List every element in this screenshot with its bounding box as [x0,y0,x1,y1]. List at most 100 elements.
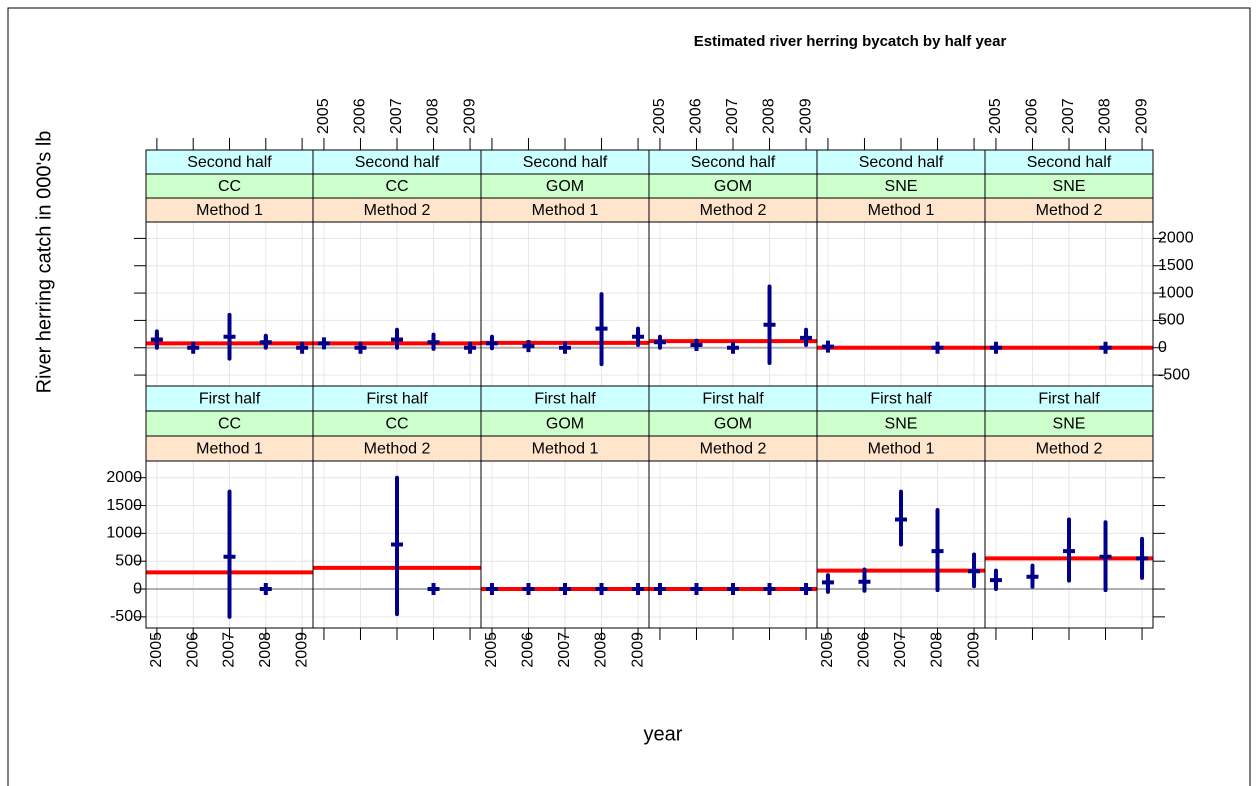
y-tick-label: 1000 [106,525,142,542]
strip [984,385,1154,412]
point [354,341,367,354]
point [931,545,944,558]
x-axis-title: year [644,723,683,745]
strip-label: First half [534,391,596,408]
strip [984,173,1154,199]
x-tick-label: 2005 [483,632,500,668]
strip-label: Method 2 [1036,202,1103,219]
point [653,336,666,349]
x-tick-label: 2006 [1024,98,1041,134]
strip-label: Method 1 [196,202,263,219]
strip-label: CC [385,178,408,195]
point [632,583,645,596]
x-tick-label: 2007 [556,632,573,668]
strip-label: Method 1 [196,441,263,458]
x-tick-label: 2008 [257,632,274,668]
strip-label: Method 1 [532,441,599,458]
strip [480,149,650,175]
strip [984,410,1154,437]
x-tick-label: 2009 [629,632,646,668]
strip-label: Second half [523,154,608,171]
x-tick-label: 2006 [352,98,369,134]
strip [480,435,650,462]
strip [984,149,1154,175]
strip [984,197,1154,223]
x-tick-label: 2007 [221,632,238,668]
strip-label: GOM [714,416,752,433]
x-tick-label: 2005 [315,98,332,134]
strip [312,385,482,412]
point [223,550,236,563]
point [317,337,330,350]
strip-label: CC [218,178,241,195]
strip [312,173,482,199]
y-tick-label: 1000 [1158,284,1194,301]
strip-label: SNE [885,178,918,195]
x-tick-label: 2008 [593,632,610,668]
y-tick-label: 0 [1158,339,1167,356]
strip-label: Method 2 [364,441,431,458]
strip-label: GOM [546,416,584,433]
chart-title: Estimated river herring bycatch by half … [694,33,1007,50]
point [989,341,1002,354]
point [595,583,608,596]
x-tick-label: 2005 [987,98,1004,134]
point [989,574,1002,587]
x-tick-label: 2008 [929,632,946,668]
point [296,341,309,354]
strip-label: Method 2 [1036,441,1103,458]
point [821,576,834,589]
strip [480,173,650,199]
point [968,565,981,578]
strip [145,173,314,199]
x-tick-label: 2009 [461,98,478,134]
x-tick-label: 2008 [425,98,442,134]
point [522,340,535,353]
strip-label: Method 2 [700,441,767,458]
point [150,333,163,346]
strip-label: Second half [355,154,440,171]
outer-frame [7,7,1251,786]
strip [984,435,1154,462]
point [427,336,440,349]
strip [648,410,818,437]
y-tick-label: 1500 [106,497,142,514]
strip-label: Method 2 [364,202,431,219]
strip [648,173,818,199]
x-tick-label: 2009 [293,632,310,668]
x-tick-label: 2006 [184,632,201,668]
point [690,339,703,351]
strip-label: CC [218,416,241,433]
point [931,341,944,354]
point [522,583,535,596]
point [800,331,813,344]
strip [816,173,986,199]
y-axis-title: River herring catch in 000's lb [33,131,55,394]
strip-label: Method 1 [868,202,935,219]
point [1063,545,1075,558]
strip-label: Second half [1027,154,1112,171]
y-tick-label: 0 [133,580,142,597]
x-tick-label: 2009 [965,632,982,668]
strip-label: First half [702,391,764,408]
x-tick-label: 2009 [1133,98,1150,134]
strip-label: Second half [187,154,272,171]
point [653,583,666,596]
point [391,538,403,551]
x-tick-label: 2006 [520,632,537,668]
x-tick-label: 2005 [148,632,165,668]
strip-label: GOM [546,178,584,195]
y-tick-label: -500 [1158,366,1190,383]
strip [145,435,314,462]
point [427,583,440,596]
x-tick-label: 2007 [388,98,405,134]
point [464,341,477,354]
point [727,341,739,354]
y-tick-label: 1500 [1158,257,1194,274]
point [259,583,272,596]
y-tick-label: 500 [115,552,142,569]
strip-label: SNE [1053,178,1086,195]
point [595,322,608,335]
strip [145,410,314,437]
y-tick-label: -500 [110,608,142,625]
